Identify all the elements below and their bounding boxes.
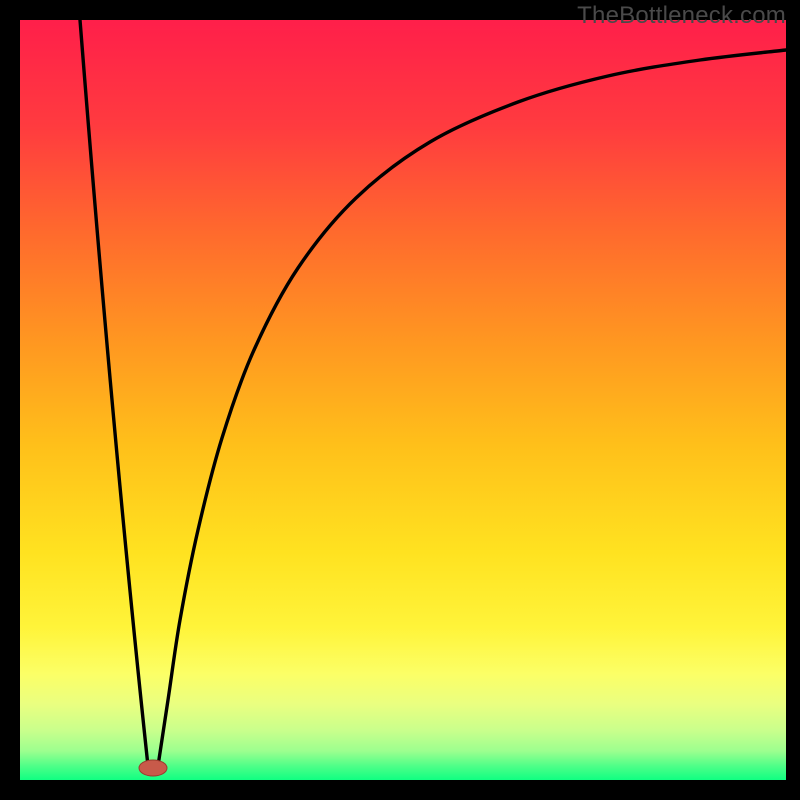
figure-root: TheBottleneck.com [0,0,800,800]
curve-layer [20,20,786,780]
watermark-text: TheBottleneck.com [577,2,786,30]
vertex-marker [139,760,167,776]
bottleneck-curve [80,20,786,766]
plot-area [20,20,786,780]
